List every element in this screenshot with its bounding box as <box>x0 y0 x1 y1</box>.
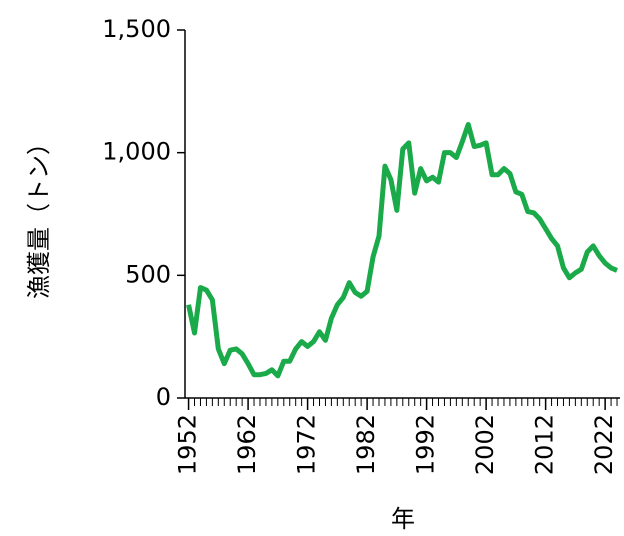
y-tick-label: 1,000 <box>102 138 171 166</box>
x-tick-label: 1982 <box>352 414 380 475</box>
x-tick-label: 1962 <box>233 414 261 475</box>
y-tick-label: 1,500 <box>102 15 171 43</box>
data-line <box>186 121 618 379</box>
x-tick-label: 2022 <box>590 414 618 475</box>
y-axis-label: 漁獲量（トン） <box>25 131 53 299</box>
x-tick-label: 2002 <box>471 414 499 475</box>
y-tick-label: 500 <box>125 260 171 288</box>
x-tick-label: 1992 <box>412 414 440 475</box>
y-tick-label: 0 <box>156 383 171 411</box>
x-tick-label: 2012 <box>531 414 559 475</box>
x-axis-label: 年 <box>391 505 415 532</box>
x-tick-label: 1972 <box>293 414 321 475</box>
x-tick-label: 1952 <box>174 414 202 475</box>
